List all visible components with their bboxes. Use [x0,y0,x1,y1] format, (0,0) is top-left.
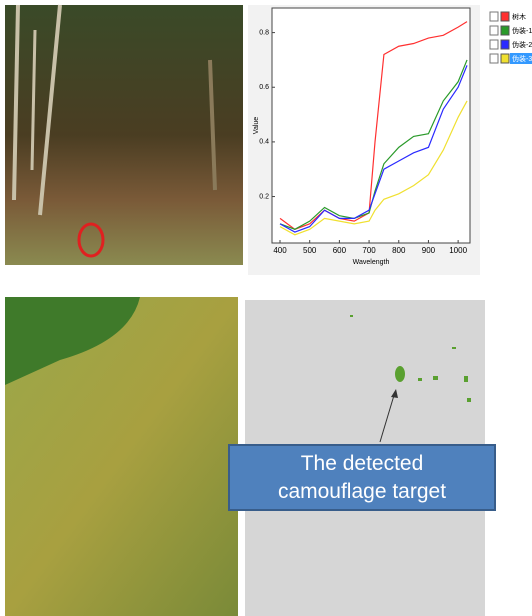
legend-checkbox [490,12,498,21]
y-axis-label: Value [253,117,260,134]
legend-swatch [501,26,509,35]
legend-swatch [501,54,509,63]
page: {"chart_data": {"type": "line", "xlabel"… [0,0,532,616]
x-tick-label: 700 [362,246,376,255]
x-axis-label: Wavelength [353,259,390,266]
legend-checkbox [490,40,498,49]
x-tick-label: 800 [392,246,406,255]
y-tick-label: 0.2 [259,193,269,200]
y-tick-label: 0.6 [259,84,269,91]
y-tick-label: 0.4 [259,139,269,146]
legend-swatch [501,40,509,49]
figure: 400 500 600 700 800 900 1000 0.2 0.4 0.6 0.8 Wavele… [0,0,532,616]
legend-label: 伪装-1 [512,26,532,35]
legend-swatch [501,12,509,21]
legend-label: 树木 [512,12,526,21]
callout-box: The detected camouflage target [228,444,496,511]
legend-label: 伪装-2 [512,40,532,49]
chart: 400 500 600 700 800 900 1000 0.2 0.4 0.6 0.8 Wavele… [253,8,532,266]
y-tick-label: 0.8 [259,29,269,36]
x-tick-label: 900 [422,246,436,255]
legend-checkbox [490,54,498,63]
x-tick-label: 500 [303,246,317,255]
legend-label: 伪装-3 [512,54,532,63]
x-tick-label: 1000 [449,246,467,255]
x-tick-label: 600 [333,246,347,255]
callout-text: The detected camouflage target [260,450,464,506]
x-tick-label: 400 [273,246,287,255]
legend-checkbox [490,26,498,35]
forest-photo [5,5,243,265]
